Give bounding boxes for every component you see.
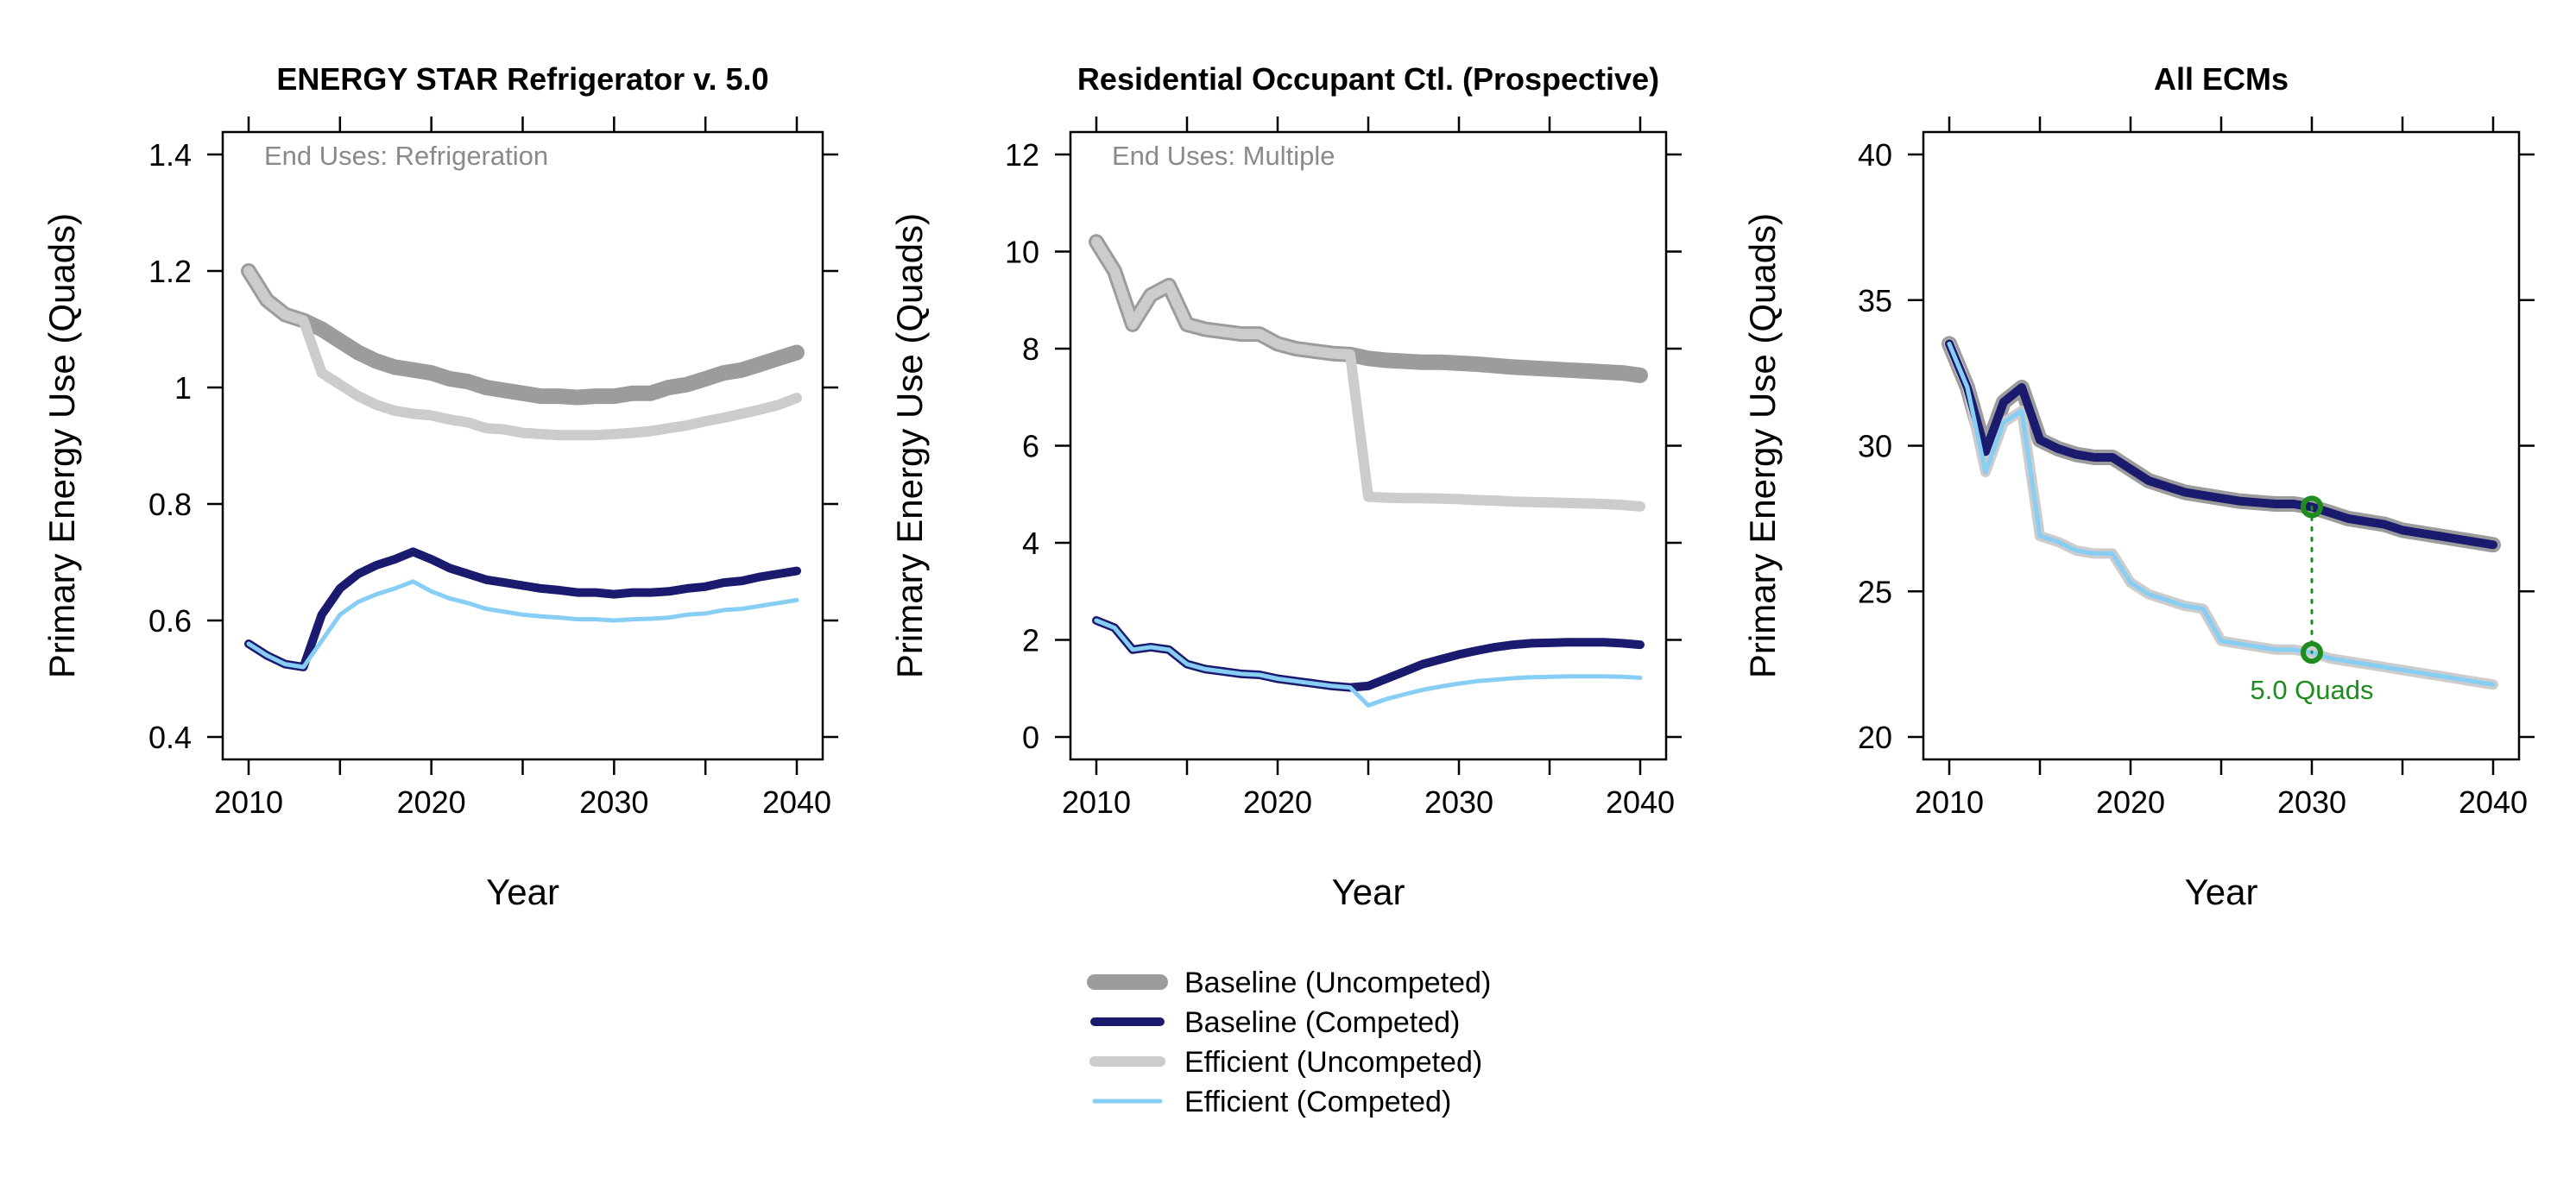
plot-frame (1922, 130, 2521, 761)
y-tick-label: 25 (1858, 574, 1892, 609)
x-tick-label: 2030 (579, 784, 648, 820)
x-tick-label: 2030 (1424, 784, 1493, 820)
y-tick-label: 0 (1022, 720, 1039, 755)
end-use-annotation: End Uses: Refrigeration (264, 141, 548, 171)
x-tick-label: 2020 (1243, 784, 1312, 820)
x-axis-label: Year (2185, 872, 2258, 912)
legend-label: Efficient (Uncompeted) (1184, 1046, 1482, 1079)
y-tick-label: 1.4 (148, 137, 192, 173)
series-line-baseline-competed (244, 547, 801, 671)
y-tick-label: 10 (1005, 235, 1039, 270)
chart-title: ENERGY STAR Refrigerator v. 5.0 (276, 61, 768, 97)
savings-marker-bottom (2301, 641, 2323, 664)
y-tick-label: 0.4 (148, 720, 192, 755)
series-line-efficient-competed (1947, 341, 2496, 687)
y-tick-label: 8 (1022, 331, 1039, 367)
legend-label: Efficient (Competed) (1184, 1086, 1451, 1118)
series-line-efficient-competed (1094, 618, 1643, 708)
x-tick-label: 2020 (2096, 784, 2165, 820)
series-line-baseline-competed (1945, 339, 2497, 550)
x-tick-label: 2040 (2459, 784, 2528, 820)
series-lines (1089, 234, 1648, 708)
y-tick-label: 12 (1005, 137, 1039, 173)
y-tick-label: 0.6 (148, 603, 192, 639)
y-tick-label: 40 (1858, 137, 1892, 173)
chart-panel-2: Residential Occupant Ctl. (Prospective) 2… (889, 61, 1682, 912)
x-tick-label: 2010 (1915, 784, 1984, 820)
end-use-annotation: End Uses: Multiple (1112, 141, 1335, 171)
plot-frame (221, 130, 824, 761)
y-tick-label: 30 (1858, 429, 1892, 464)
chart-panel-1: ENERGY STAR Refrigerator v. 5.0 2010 2020 2… (41, 61, 838, 912)
savings-label: 5.0 Quads (2250, 675, 2373, 705)
x-tick-label: 2040 (762, 784, 831, 820)
y-tick-label: 35 (1858, 283, 1892, 318)
x-axis-label: Year (1332, 872, 1405, 912)
y-tick-label: 2 (1022, 623, 1039, 658)
legend-label: Baseline (Competed) (1184, 1006, 1460, 1039)
series-line-efficient-uncompeted (1091, 236, 1645, 512)
legend-item: Efficient (Uncompeted) (1089, 1046, 1482, 1079)
savings-marker-top (2301, 495, 2323, 519)
x-tick-label: 2030 (2277, 784, 2346, 820)
legend-item: Baseline (Competed) (1090, 1006, 1460, 1039)
y-tick-label: 20 (1858, 720, 1892, 755)
y-tick-label: 0.8 (148, 487, 192, 522)
x-axis-label: Year (486, 872, 559, 912)
series-line-efficient-uncompeted (243, 266, 802, 441)
chart-title: Residential Occupant Ctl. (Prospective) (1077, 61, 1659, 97)
y-axis-label: Primary Energy Use (Quads) (1742, 213, 1783, 678)
y-tick-label: 1 (174, 370, 192, 406)
plot-frame (1069, 130, 1668, 761)
y-tick-label: 6 (1022, 429, 1039, 464)
series-lines (241, 263, 805, 671)
chart-panel-3: All ECMs 2010 2020 2030 2040 20 25 30 35 40 Year Pr… (1742, 61, 2535, 912)
chart-title: All ECMs (2154, 61, 2289, 97)
series-lines (1941, 336, 2501, 690)
y-axis-label: Primary Energy Use (Quads) (889, 213, 930, 678)
x-tick-label: 2040 (1606, 784, 1675, 820)
x-tick-label: 2010 (214, 784, 283, 820)
legend-item: Baseline (Uncompeted) (1087, 967, 1491, 999)
series-line-efficient-competed (246, 579, 799, 670)
x-tick-label: 2020 (397, 784, 466, 820)
y-axis-label: Primary Energy Use (Quads) (41, 213, 82, 678)
legend-item: Efficient (Competed) (1092, 1086, 1451, 1118)
y-tick-label: 4 (1022, 526, 1039, 561)
x-tick-label: 2010 (1062, 784, 1131, 820)
legend-label: Baseline (Uncompeted) (1184, 967, 1491, 999)
series-line-baseline-uncompeted (241, 263, 805, 406)
y-tick-label: 1.2 (148, 254, 192, 289)
legend: Baseline (Uncompeted) Baseline (Competed)… (1087, 967, 1491, 1118)
